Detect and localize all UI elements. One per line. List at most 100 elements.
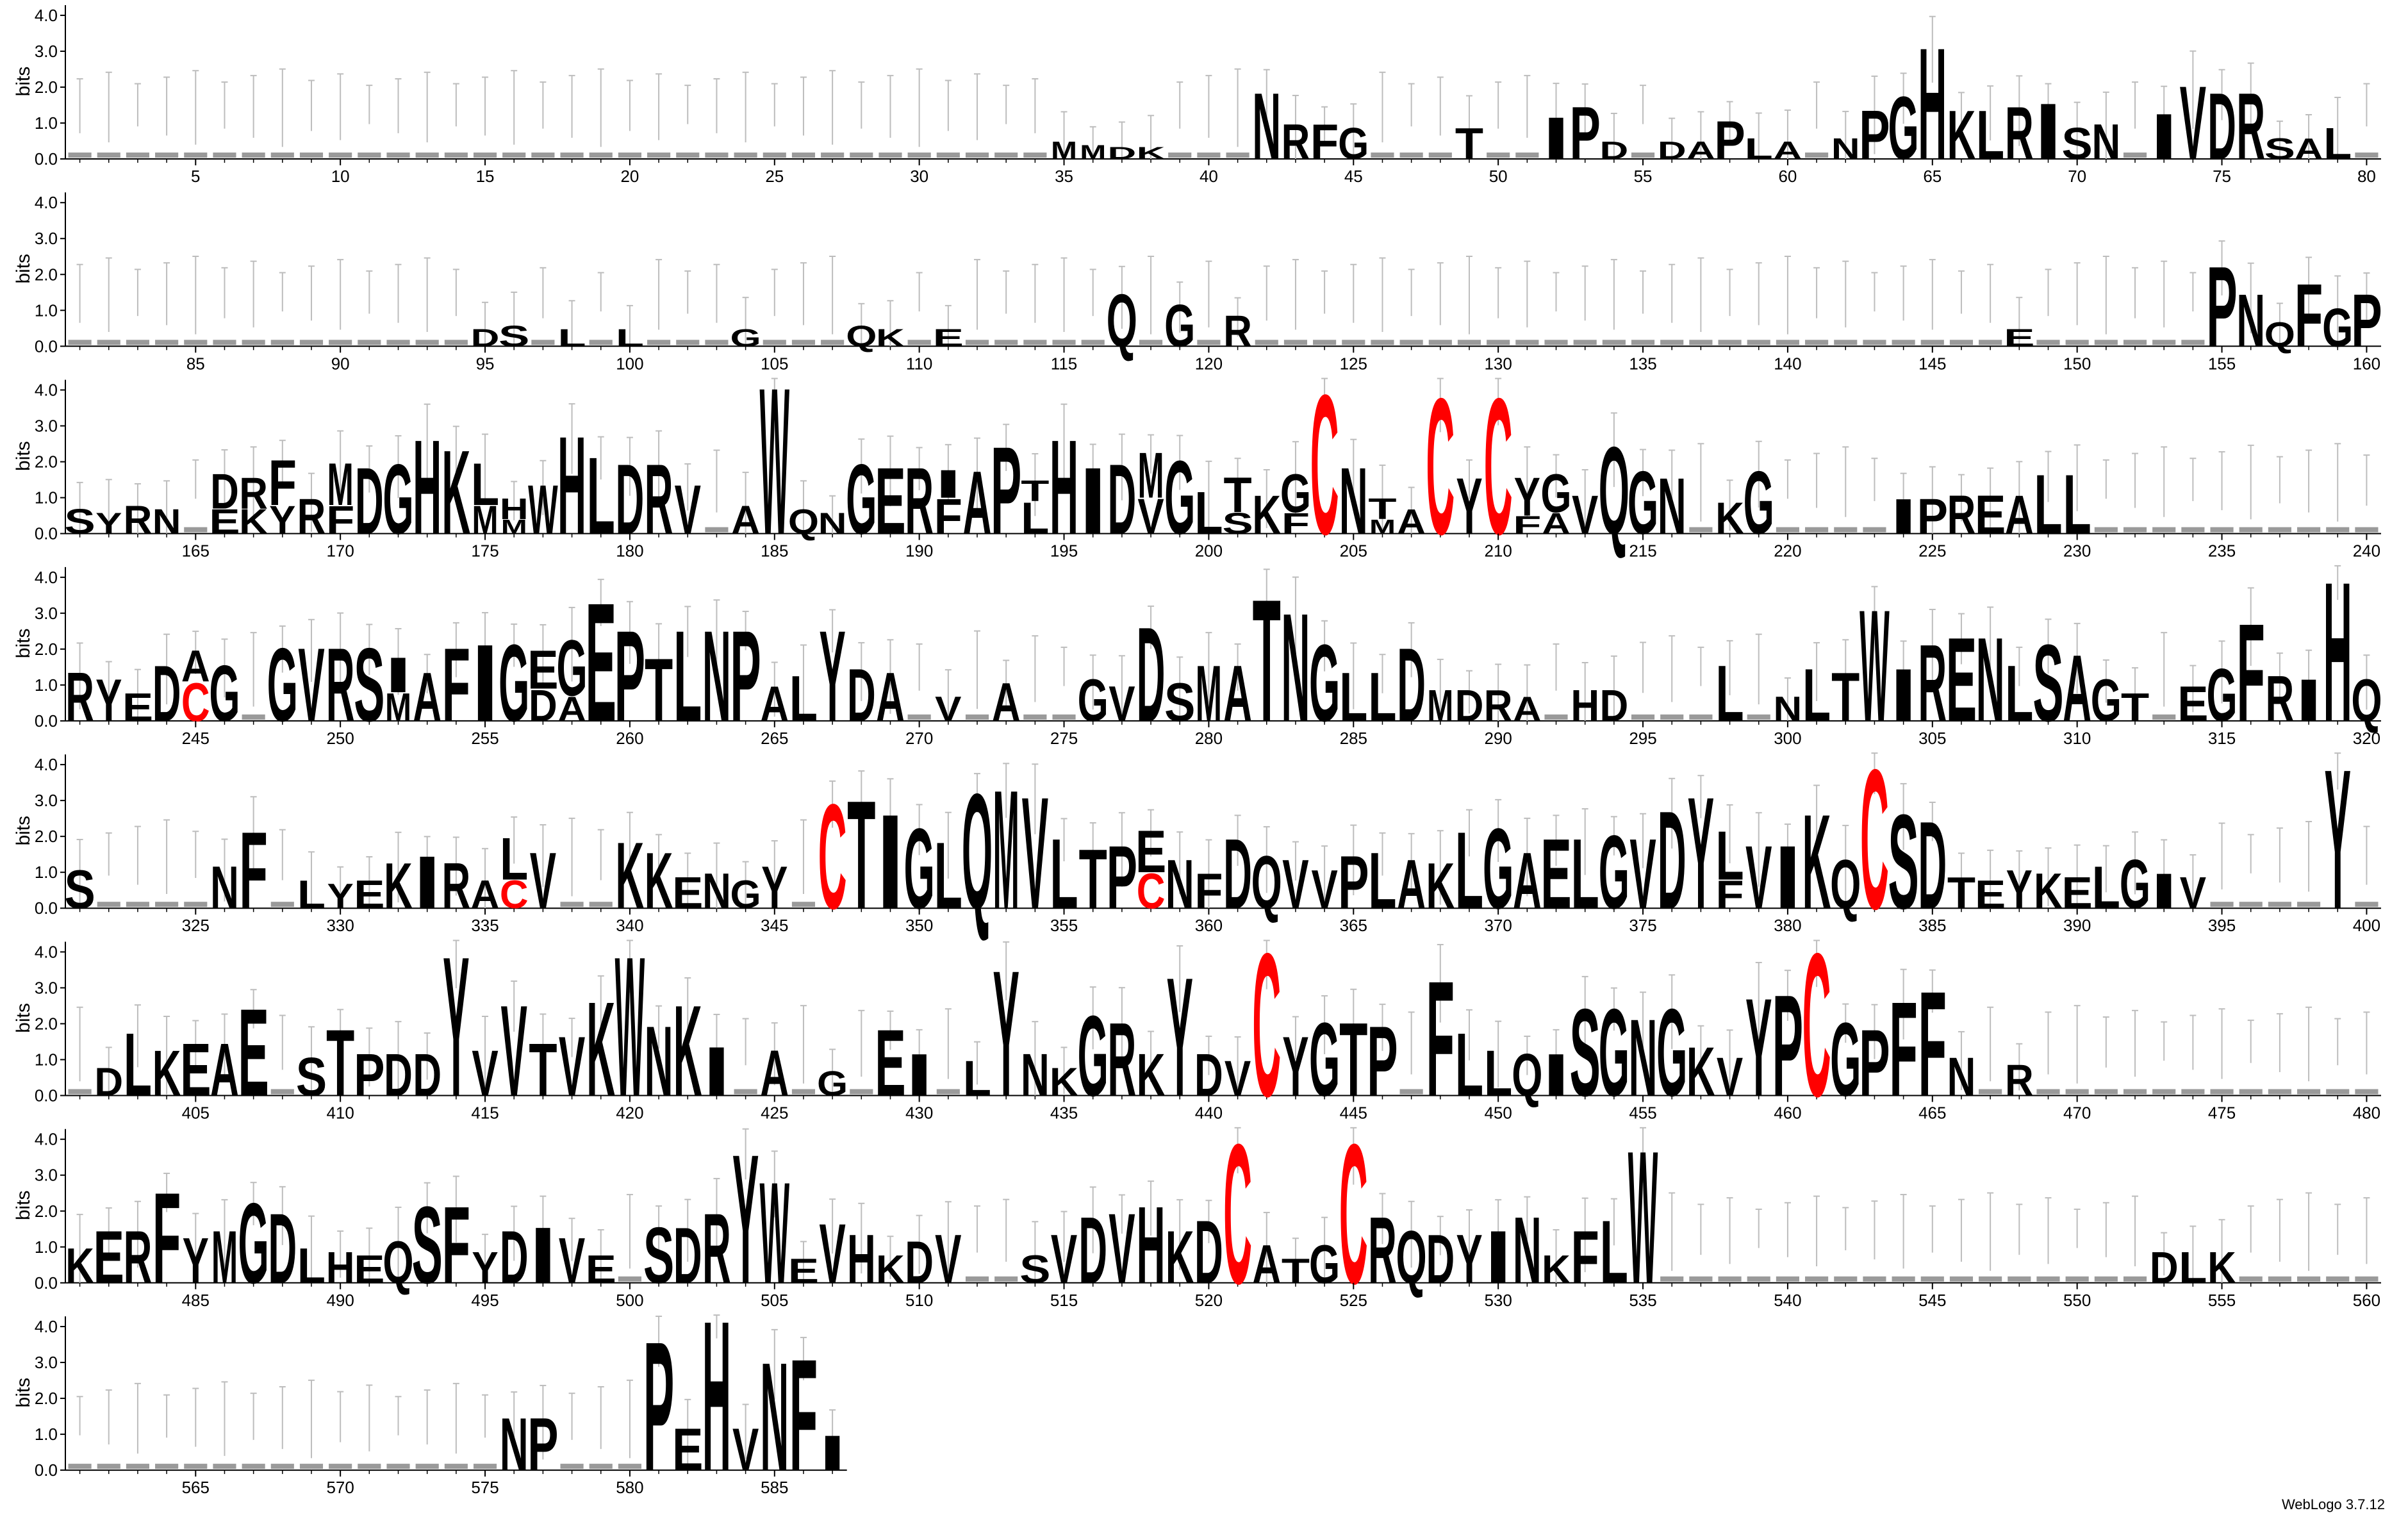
logo-letter-i: I: [1890, 654, 1917, 737]
logo-letter-t: T: [847, 768, 875, 941]
x-tick-label: 340: [616, 916, 643, 935]
low-info-residue: [705, 340, 729, 345]
logo-letter-i: I: [2150, 101, 2178, 173]
logo-letter-w: W: [528, 470, 558, 548]
logo-letter-g: G: [238, 1180, 269, 1307]
logo-letter-n: N: [702, 604, 731, 749]
logo-letter-n: N: [1252, 74, 1281, 180]
y-tick-label: 3.0: [35, 42, 58, 61]
logo-letter-k: K: [876, 324, 905, 352]
logo-letter-a: A: [731, 498, 760, 542]
low-info-residue: [1949, 340, 1974, 345]
low-info-residue: [1023, 340, 1047, 345]
x-tick-label: 565: [182, 1478, 210, 1497]
low-info-residue: [965, 1276, 989, 1282]
low-info-residue: [155, 902, 179, 907]
x-tick-label: 95: [476, 354, 495, 373]
x-tick-label: 220: [1774, 542, 1801, 561]
logo-letter-k: K: [1715, 493, 1744, 543]
logo-letter-d: D: [500, 1215, 529, 1299]
low-info-residue: [2123, 527, 2147, 533]
x-tick-label: 555: [2208, 1291, 2236, 1310]
logo-letter-p: P: [354, 1041, 384, 1109]
logo-letter-s: S: [1570, 984, 1601, 1123]
low-info-residue: [329, 1464, 352, 1469]
low-info-residue: [1371, 153, 1394, 158]
low-info-residue: [560, 902, 584, 907]
x-tick-label: 440: [1195, 1104, 1223, 1123]
low-info-residue: [2123, 340, 2147, 345]
low-info-residue: [936, 153, 960, 158]
low-info-residue: [68, 340, 92, 345]
logo-letter-e: E: [1540, 818, 1571, 929]
logo-letter-v: V: [559, 1019, 585, 1113]
x-tick-label: 560: [2353, 1291, 2380, 1310]
logo-letter-v: V: [501, 979, 527, 1123]
low-info-residue: [358, 153, 381, 158]
low-info-residue: [734, 1089, 757, 1095]
low-info-residue: [242, 153, 265, 158]
low-info-residue: [850, 1089, 873, 1095]
low-info-residue: [126, 1464, 150, 1469]
x-tick-label: 525: [1340, 1291, 1367, 1310]
logo-letter-l: L: [2005, 649, 2033, 738]
logo-letter-f: F: [1715, 873, 1744, 917]
logo-letter-r: R: [297, 488, 326, 544]
logo-letter-f: F: [442, 626, 470, 743]
logo-letter-i: I: [1542, 1042, 1570, 1109]
logo-letter-i: I: [819, 1425, 846, 1481]
low-info-residue: [213, 1464, 236, 1469]
low-info-residue: [2239, 902, 2263, 907]
logo-letter-t: T: [1831, 658, 1860, 736]
y-tick-label: 1.0: [35, 1237, 58, 1257]
logo-letter-p: P: [730, 604, 761, 749]
y-tick-label: 2.0: [35, 452, 58, 472]
low-info-residue: [763, 153, 786, 158]
logo-letter-v: V: [530, 836, 556, 925]
logo-letter-a: A: [2005, 484, 2034, 545]
x-tick-label: 315: [2208, 729, 2236, 748]
x-tick-label: 60: [1778, 167, 1797, 186]
logo-letter-s: S: [64, 502, 95, 541]
x-tick-label: 100: [616, 354, 643, 373]
low-info-residue: [2181, 340, 2205, 345]
logo-letter-l: L: [963, 1050, 991, 1106]
x-tick-label: 40: [1200, 167, 1218, 186]
logo-letter-t: T: [1079, 832, 1107, 927]
logo-letter-l: L: [1715, 649, 1744, 738]
logo-letter-l: L: [1600, 1202, 1628, 1302]
logo-letter-a: A: [557, 690, 586, 729]
low-info-residue: [299, 153, 324, 158]
logo-letter-r: R: [441, 850, 470, 922]
x-tick-label: 300: [1774, 729, 1801, 748]
y-tick-label: 1.0: [35, 863, 58, 882]
low-info-residue: [415, 153, 439, 158]
x-tick-label: 460: [1774, 1104, 1801, 1123]
y-tick-label: 3.0: [35, 604, 58, 623]
weblogo-credit: WebLogo 3.7.12: [2281, 1496, 2385, 1512]
low-info-residue: [1747, 1276, 1770, 1282]
low-info-residue: [1602, 340, 1626, 345]
x-tick-label: 360: [1195, 916, 1223, 935]
logo-letter-n: N: [1282, 582, 1310, 754]
low-info-residue: [502, 153, 526, 158]
y-axis-label: bits: [13, 1003, 34, 1033]
low-info-residue: [1805, 153, 1829, 158]
logo-letter-f: F: [1513, 511, 1541, 540]
x-tick-label: 205: [1340, 542, 1367, 561]
x-tick-label: 165: [182, 542, 210, 561]
logo-letter-d: D: [1658, 782, 1686, 938]
low-info-residue: [2268, 1089, 2291, 1095]
logo-letter-d: D: [210, 463, 239, 519]
logo-letter-e: E: [122, 686, 153, 730]
low-info-residue: [386, 340, 410, 345]
logo-letter-g: G: [2322, 296, 2353, 358]
low-info-residue: [415, 340, 439, 345]
x-tick-label: 55: [1634, 167, 1653, 186]
logo-letter-l: L: [500, 825, 528, 892]
y-tick-label: 4.0: [35, 193, 58, 212]
logo-letter-e: E: [209, 502, 240, 541]
x-tick-label: 520: [1195, 1291, 1223, 1310]
